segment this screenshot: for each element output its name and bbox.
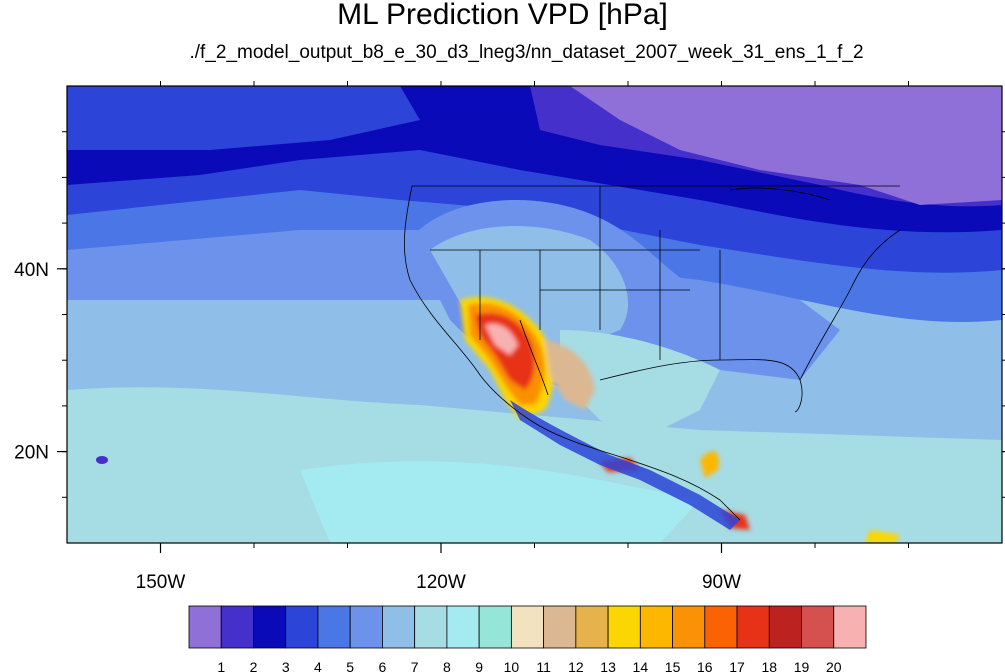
colorbar-swatch bbox=[188, 605, 222, 649]
colorbar-swatch bbox=[575, 605, 609, 649]
colorbar: 1 2 3 4 5 6 7 8 9 10 11 12 13 14 15 16 17 18 19 20 bbox=[188, 605, 867, 672]
colorbar-label: 17 bbox=[729, 659, 745, 672]
colorbar-label: 6 bbox=[379, 659, 387, 672]
coastlines bbox=[403, 185, 901, 521]
colorbar-label: 13 bbox=[600, 659, 616, 672]
vpd-field bbox=[67, 86, 1002, 543]
colorbar-swatch bbox=[317, 605, 351, 649]
colorbar-swatch bbox=[672, 605, 706, 649]
colorbar-label: 20 bbox=[826, 659, 842, 672]
colorbar-label: 18 bbox=[761, 659, 777, 672]
colorbar-label: 9 bbox=[475, 659, 483, 672]
colorbar-swatch bbox=[543, 605, 577, 649]
colorbar-swatch bbox=[639, 605, 673, 649]
colorbar-swatch bbox=[768, 605, 802, 649]
colorbar-swatch bbox=[414, 605, 448, 649]
colorbar-label: 15 bbox=[665, 659, 681, 672]
colorbar-label: 19 bbox=[794, 659, 810, 672]
colorbar-swatch bbox=[510, 605, 545, 649]
colorbar-label: 2 bbox=[250, 659, 258, 672]
colorbar-swatch bbox=[704, 605, 738, 649]
colorbar-swatch bbox=[833, 605, 867, 649]
colorbar-label: 16 bbox=[697, 659, 713, 672]
colorbar-label: 10 bbox=[504, 659, 520, 672]
y-tick-label: 20N bbox=[14, 443, 49, 464]
colorbar-label: 14 bbox=[633, 659, 649, 672]
colorbar-swatch bbox=[478, 605, 512, 649]
colorbar-swatch bbox=[382, 605, 416, 649]
map-title: ML Prediction VPD [hPa] bbox=[337, 0, 668, 31]
y-tick-label: 40N bbox=[14, 260, 49, 281]
colorbar-swatch bbox=[801, 605, 835, 649]
colorbar-swatch bbox=[253, 605, 287, 649]
colorbar-swatch bbox=[736, 605, 770, 649]
colorbar-label: 3 bbox=[282, 659, 290, 672]
colorbar-label: 4 bbox=[314, 659, 322, 672]
colorbar-label: 12 bbox=[568, 659, 584, 672]
colorbar-swatch bbox=[349, 605, 383, 649]
x-tick-label: 150W bbox=[136, 572, 186, 593]
colorbar-label: 5 bbox=[346, 659, 354, 672]
colorbar-label: 7 bbox=[411, 659, 419, 672]
map-subtitle: ./f_2_model_output_b8_e_30_d3_lneg3/nn_d… bbox=[189, 42, 864, 63]
colorbar-label: 11 bbox=[536, 659, 551, 672]
x-tick-label: 90W bbox=[702, 572, 741, 593]
colorbar-label: 1 bbox=[217, 659, 225, 672]
colorbar-swatch bbox=[446, 605, 480, 649]
colorbar-swatch bbox=[607, 605, 641, 649]
axis-ticks: 150W 120W 90W 40N 20N bbox=[14, 81, 1005, 593]
colorbar-swatch bbox=[220, 605, 254, 649]
colorbar-swatch bbox=[285, 605, 319, 649]
x-tick-label: 120W bbox=[416, 572, 466, 593]
colorbar-label: 8 bbox=[443, 659, 451, 672]
